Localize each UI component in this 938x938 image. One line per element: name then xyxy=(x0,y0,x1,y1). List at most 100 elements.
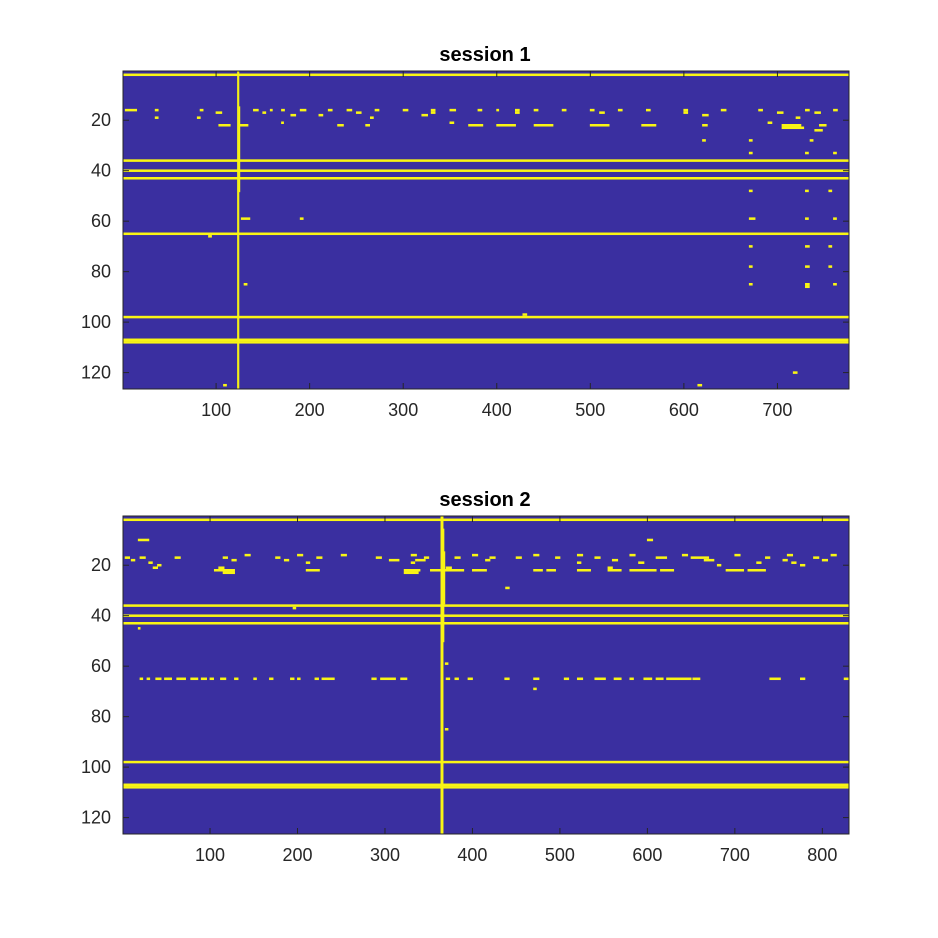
x-tick-label: 800 xyxy=(807,845,837,865)
row-segment xyxy=(702,124,708,127)
row-segment xyxy=(833,108,838,112)
row-segment xyxy=(139,556,146,559)
row-segment xyxy=(607,566,613,569)
row-segment xyxy=(155,677,162,681)
row-segment xyxy=(791,561,797,564)
subplot-session-1: session 1 100 200 300 400 500 600 700 20 40 60 80… xyxy=(81,44,850,420)
row-segment xyxy=(725,569,745,572)
row-segment xyxy=(375,556,382,559)
chart-title: session 2 xyxy=(439,489,530,511)
row-segment xyxy=(269,108,273,112)
y-tick-label: 40 xyxy=(91,606,111,626)
active-row xyxy=(123,232,849,236)
row-segment xyxy=(814,129,823,132)
row-segment xyxy=(146,677,151,681)
row-segment xyxy=(683,108,689,112)
row-segment xyxy=(403,569,421,572)
row-segment xyxy=(748,217,756,220)
row-segment xyxy=(299,217,304,220)
row-segment xyxy=(374,108,380,112)
row-segment xyxy=(805,265,810,268)
row-segment xyxy=(305,561,311,564)
row-segment xyxy=(805,217,809,220)
row-segment xyxy=(157,563,162,567)
y-tick-label: 80 xyxy=(91,707,111,727)
row-segment xyxy=(468,124,484,127)
row-segment xyxy=(720,108,727,112)
row-segment xyxy=(196,116,201,119)
row-segment xyxy=(594,677,606,681)
row-segment xyxy=(297,553,304,557)
row-segment xyxy=(748,139,753,142)
row-segment xyxy=(454,556,461,559)
x-tick-label: 700 xyxy=(762,400,792,420)
row-segment xyxy=(380,677,396,681)
axes-box xyxy=(122,70,850,390)
row-segment xyxy=(244,553,251,557)
row-segment xyxy=(702,113,709,117)
row-segment xyxy=(703,558,715,562)
row-segment xyxy=(199,108,204,112)
row-segment xyxy=(137,627,141,630)
row-segment xyxy=(563,677,570,681)
x-tick-label: 200 xyxy=(282,845,312,865)
active-column xyxy=(441,516,443,834)
row-segment xyxy=(805,151,809,155)
row-segment xyxy=(231,558,237,562)
row-segment xyxy=(321,677,335,681)
row-segment xyxy=(515,108,520,112)
y-tick-label: 120 xyxy=(81,363,111,383)
row-segment xyxy=(646,538,654,542)
row-segment xyxy=(423,556,430,559)
row-segment xyxy=(692,677,701,681)
row-segment xyxy=(124,556,130,559)
active-row xyxy=(123,338,849,342)
chart-title: session 1 xyxy=(439,44,530,66)
row-segment xyxy=(830,553,837,557)
row-segment xyxy=(809,139,814,142)
row-segment xyxy=(813,556,820,559)
row-segment xyxy=(209,677,214,681)
row-segment xyxy=(152,566,158,569)
y-tick-label: 20 xyxy=(91,555,111,575)
row-segment xyxy=(430,111,436,114)
row-segment xyxy=(748,283,753,286)
row-segment xyxy=(781,124,802,127)
row-segment xyxy=(776,111,784,114)
heatmap-marks xyxy=(123,516,849,834)
x-tick-label: 200 xyxy=(295,400,325,420)
heatmap-marks xyxy=(123,71,849,389)
row-segment xyxy=(576,569,591,572)
row-segment xyxy=(607,569,622,572)
column-segment xyxy=(444,551,446,605)
row-segment xyxy=(262,111,267,114)
row-segment xyxy=(290,677,295,681)
row-segment xyxy=(828,245,833,248)
active-row xyxy=(123,604,849,607)
row-segment xyxy=(805,189,809,193)
row-segment xyxy=(445,677,451,681)
row-segment xyxy=(281,108,285,112)
row-segment xyxy=(617,108,623,112)
active-row xyxy=(123,73,849,77)
row-segment xyxy=(223,383,227,387)
row-segment xyxy=(655,677,664,681)
row-segment xyxy=(297,677,301,681)
row-segment xyxy=(299,108,307,112)
row-segment xyxy=(253,677,257,681)
row-segment xyxy=(629,569,657,572)
row-segment xyxy=(275,556,281,559)
row-segment xyxy=(281,121,284,124)
row-segment xyxy=(283,558,290,562)
row-segment xyxy=(758,108,763,112)
row-segment xyxy=(139,677,144,681)
row-segment xyxy=(805,283,810,286)
row-segment xyxy=(781,126,805,130)
row-segment xyxy=(833,217,837,220)
row-segment xyxy=(415,558,426,562)
active-column xyxy=(442,516,444,834)
row-segment xyxy=(765,556,771,559)
row-segment xyxy=(269,677,274,681)
row-segment xyxy=(805,245,810,248)
